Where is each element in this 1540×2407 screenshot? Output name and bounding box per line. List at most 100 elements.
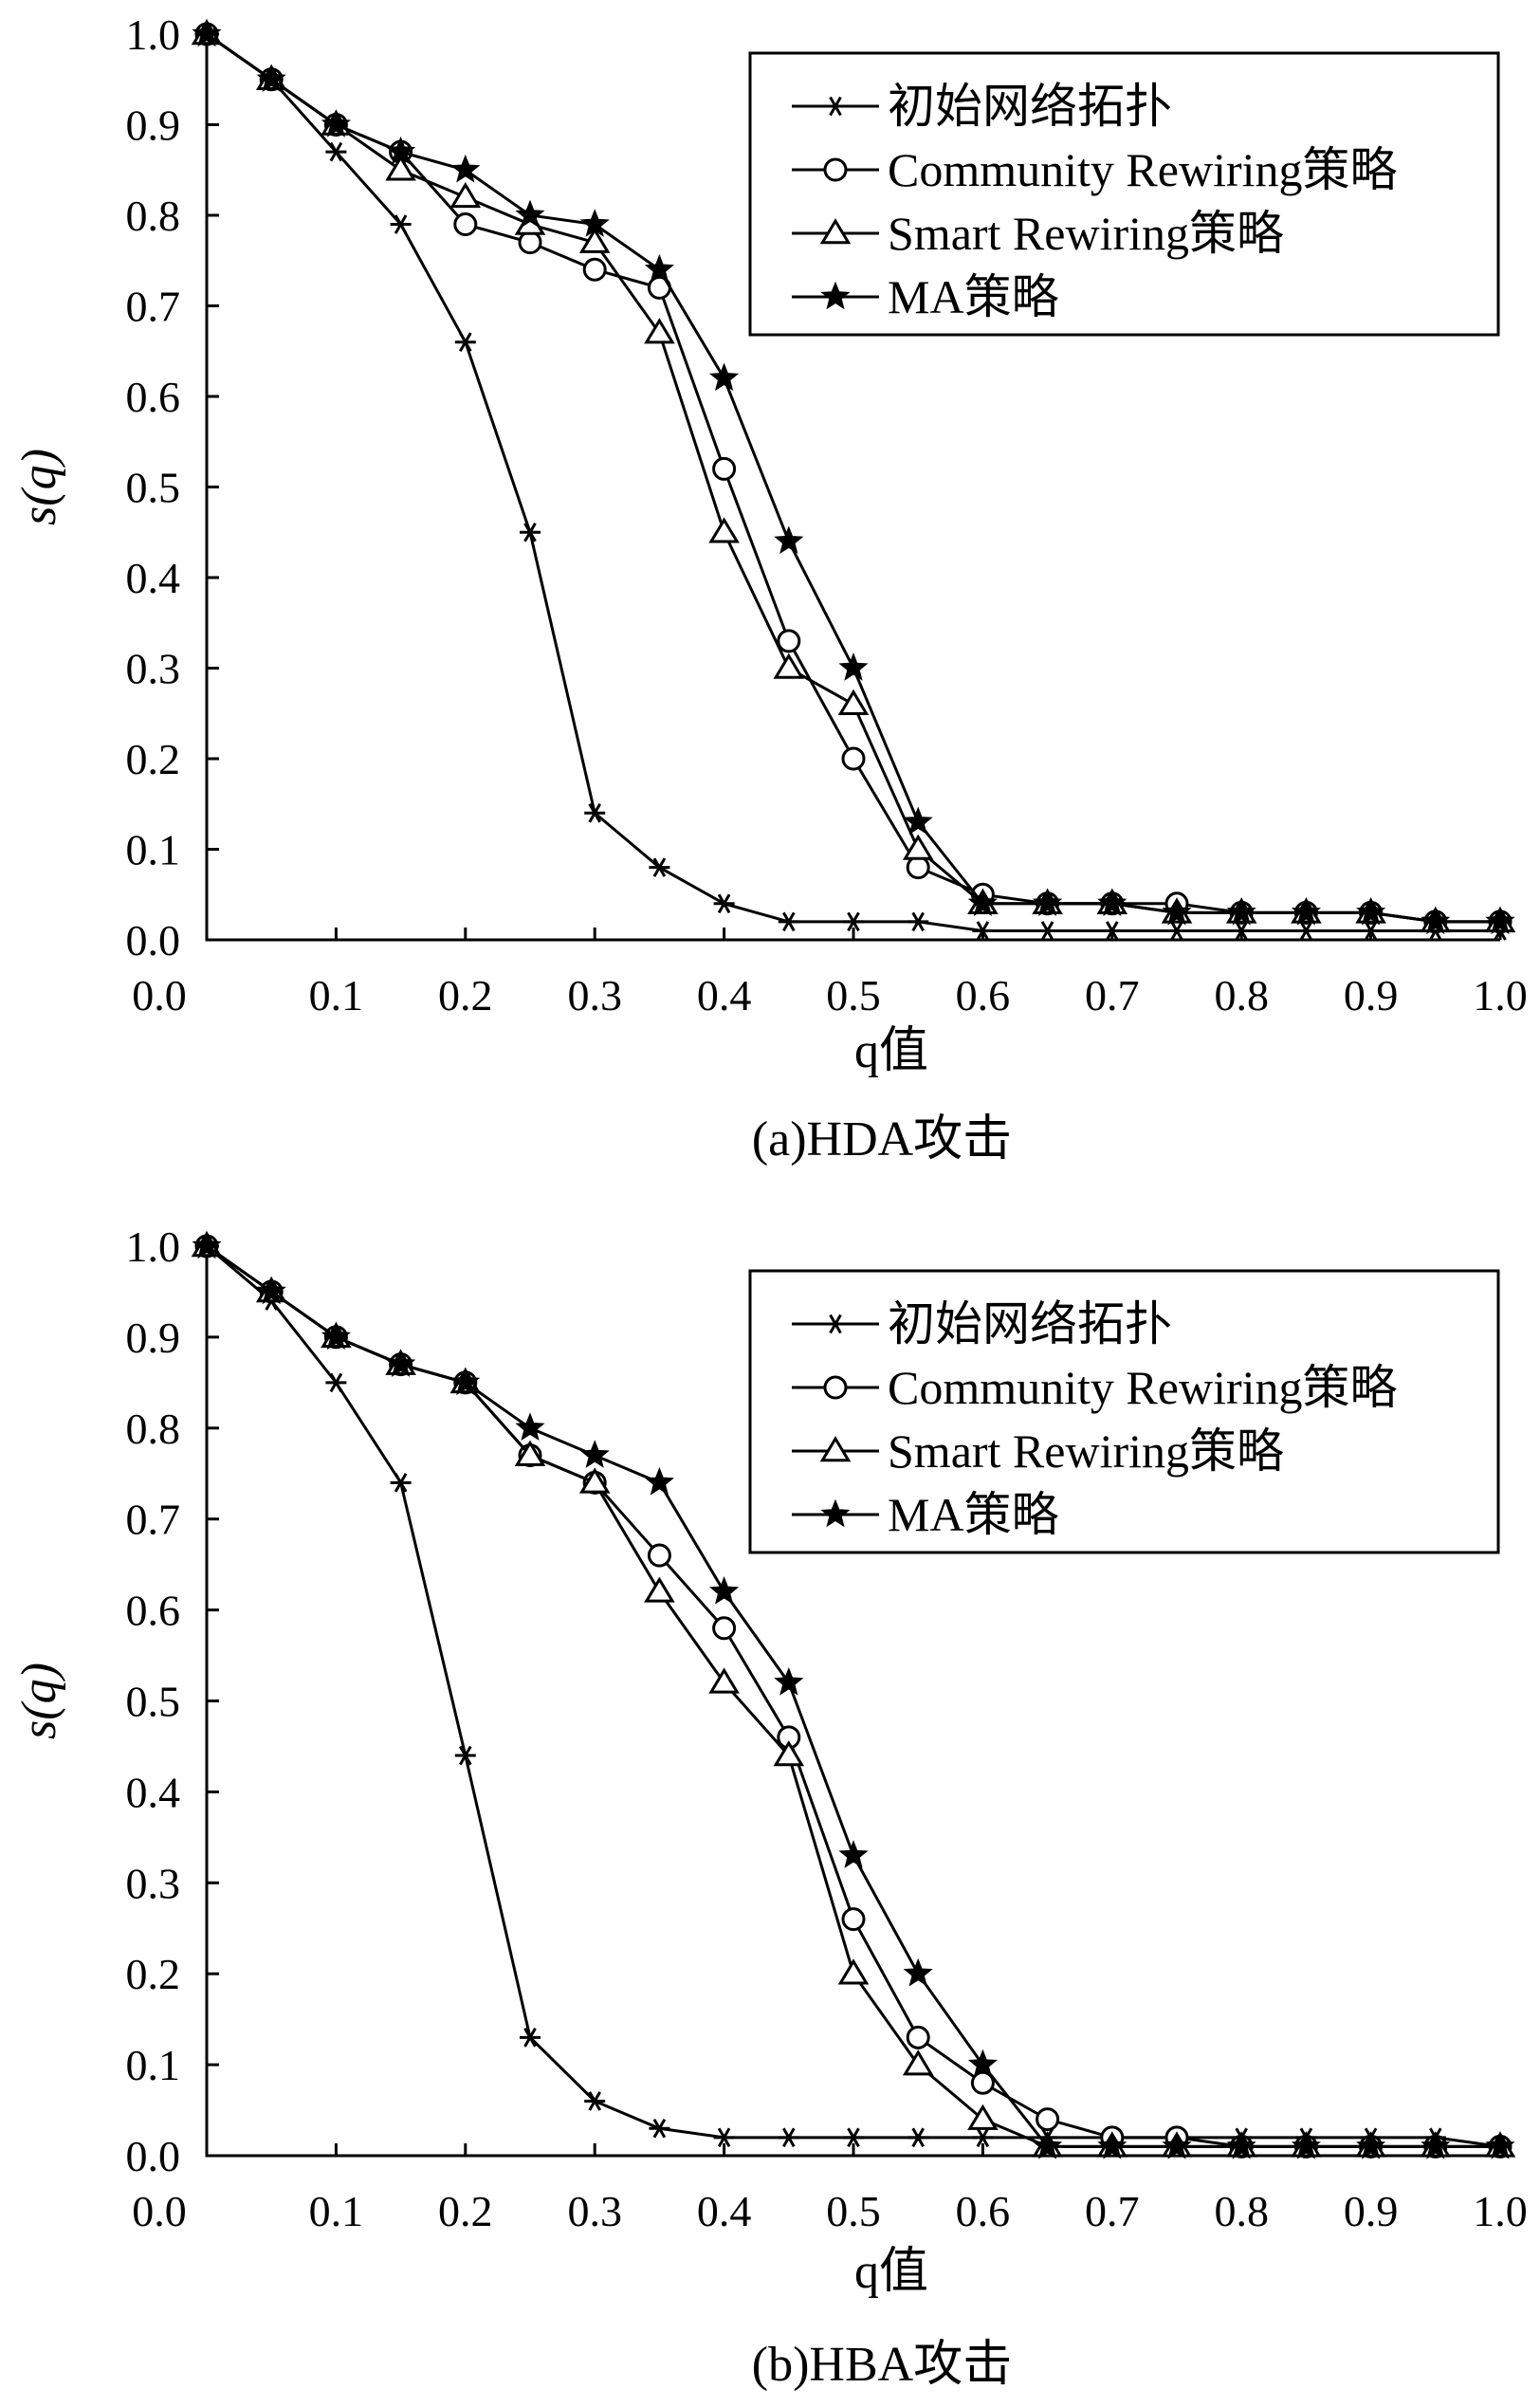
x-tick-label: 1.0 bbox=[1473, 971, 1528, 1020]
data-point-circle bbox=[712, 456, 737, 481]
legend-label: 初始网络拓扑 bbox=[888, 80, 1172, 133]
data-point-star bbox=[386, 1349, 416, 1377]
series-star bbox=[192, 18, 1515, 935]
y-tick-label: 0.4 bbox=[126, 554, 181, 602]
data-point-asterisk bbox=[1231, 921, 1253, 941]
data-point-asterisk bbox=[972, 2127, 994, 2148]
data-point-asterisk bbox=[1360, 921, 1382, 941]
data-point-circle bbox=[582, 257, 607, 282]
axes bbox=[205, 1246, 1500, 2158]
data-point-star bbox=[1421, 906, 1451, 935]
y-tick-label: 0.3 bbox=[126, 1859, 181, 1907]
data-point-star bbox=[256, 1276, 286, 1305]
legend: 初始网络拓扑 Community Rewiring策略 Smart Rewiring… bbox=[748, 51, 1500, 337]
data-point-asterisk bbox=[649, 2118, 670, 2139]
legend-label: MA策略 bbox=[888, 1488, 1059, 1541]
data-point-triangle bbox=[902, 2049, 934, 2076]
data-point-star bbox=[515, 199, 545, 229]
data-point-asterisk bbox=[778, 2127, 799, 2148]
data-point-star bbox=[903, 1957, 933, 1987]
y-tick-label: 1.0 bbox=[126, 1222, 181, 1271]
y-tick-label: 0.1 bbox=[126, 2041, 181, 2089]
data-point-asterisk bbox=[520, 2028, 541, 2048]
data-point-star bbox=[1291, 2131, 1321, 2159]
x-tick-label: 0.2 bbox=[438, 2187, 493, 2235]
x-tick-label: 0.4 bbox=[697, 2187, 752, 2235]
data-point-triangle bbox=[902, 834, 934, 860]
x-tick-label: 0.6 bbox=[956, 971, 1011, 1020]
data-point-star bbox=[256, 64, 286, 92]
data-point-triangle bbox=[449, 181, 482, 209]
data-point-triangle bbox=[708, 517, 740, 543]
y-tick-label: 0.0 bbox=[126, 916, 181, 965]
y-tick-label: 0.5 bbox=[126, 464, 181, 512]
y-tick-label: 0.6 bbox=[126, 373, 181, 421]
data-point-triangle bbox=[967, 2104, 999, 2130]
y-tick-label: 0.5 bbox=[126, 1678, 181, 1726]
legend-marker-circle bbox=[823, 1375, 848, 1400]
x-tick-label: 0.7 bbox=[1085, 971, 1140, 1020]
x-tick-label: 0.9 bbox=[1344, 971, 1399, 1020]
y-tick-label: 0.7 bbox=[126, 1496, 181, 1544]
legend-marker-asterisk bbox=[825, 1314, 846, 1334]
data-point-star bbox=[709, 362, 740, 392]
data-point-triangle bbox=[514, 1440, 546, 1466]
x-tick-label: 0.1 bbox=[309, 2187, 364, 2235]
data-point-star bbox=[1226, 896, 1256, 926]
data-point-asterisk bbox=[908, 2127, 929, 2148]
data-point-triangle bbox=[773, 652, 805, 679]
data-point-triangle bbox=[708, 1667, 740, 1694]
data-point-star bbox=[579, 1440, 610, 1468]
data-point-star bbox=[1097, 888, 1128, 917]
legend-marker-star bbox=[820, 281, 851, 310]
y-tick-label: 0.0 bbox=[126, 2132, 181, 2180]
data-point-star bbox=[838, 652, 869, 681]
legend-label: Smart Rewiring策略 bbox=[888, 207, 1284, 260]
data-point-asterisk bbox=[325, 1372, 347, 1393]
data-point-triangle bbox=[578, 227, 611, 253]
data-point-circle bbox=[906, 2025, 930, 2049]
series-star bbox=[192, 1230, 1515, 2159]
y-axis-label: s(q) bbox=[12, 1663, 66, 1739]
legend: 初始网络拓扑 Community Rewiring策略 Smart Rewiring… bbox=[748, 1269, 1500, 1554]
x-tick-label: 0.3 bbox=[567, 971, 622, 1020]
data-point-asterisk bbox=[1295, 921, 1317, 941]
data-point-triangle bbox=[578, 1467, 611, 1494]
data-point-star bbox=[515, 1412, 545, 1442]
data-point-star bbox=[321, 109, 351, 138]
data-point-star bbox=[1033, 888, 1063, 917]
legend-label: Community Rewiring策略 bbox=[888, 1361, 1398, 1414]
data-point-asterisk bbox=[390, 214, 412, 234]
x-tick-label: 0.7 bbox=[1085, 2187, 1140, 2235]
data-point-triangle bbox=[837, 1958, 870, 1985]
y-tick-label: 0.3 bbox=[126, 645, 181, 693]
data-point-star bbox=[1097, 2131, 1128, 2159]
data-point-asterisk bbox=[778, 911, 799, 932]
data-point-circle bbox=[647, 1543, 671, 1568]
x-tick-label: 0.9 bbox=[1344, 2187, 1399, 2235]
y-tick-label: 0.8 bbox=[126, 192, 181, 240]
data-point-asterisk bbox=[584, 803, 606, 823]
data-point-star bbox=[579, 209, 610, 237]
data-point-circle bbox=[777, 629, 801, 653]
y-tick-label: 0.9 bbox=[126, 1314, 181, 1362]
x-tick-label: 0.8 bbox=[1214, 971, 1269, 1020]
x-tick-label: 0.2 bbox=[438, 971, 493, 1020]
data-point-star bbox=[450, 1367, 481, 1396]
chart-panel-b: 0.0 0.1 0.2 0.3 0.4 0.5 0.6 0.7 0.8 0.9 1.0 0.0 0.1 0… bbox=[12, 1222, 1528, 2392]
data-point-circle bbox=[712, 1616, 737, 1641]
data-point-triangle bbox=[773, 1740, 805, 1767]
data-point-asterisk bbox=[454, 1745, 476, 1766]
x-axis-label: q值 bbox=[854, 2245, 928, 2299]
y-tick-label: 0.8 bbox=[126, 1405, 181, 1453]
data-point-circle bbox=[841, 746, 866, 771]
axes bbox=[205, 34, 1500, 942]
panel-caption: (a)HDA攻击 bbox=[752, 1112, 1012, 1167]
x-axis-label: q值 bbox=[854, 1024, 928, 1078]
data-point-asterisk bbox=[713, 893, 735, 914]
data-point-triangle bbox=[385, 155, 416, 181]
data-point-circle bbox=[518, 230, 542, 255]
data-point-asterisk bbox=[843, 2127, 864, 2148]
data-point-asterisk bbox=[713, 2127, 735, 2148]
